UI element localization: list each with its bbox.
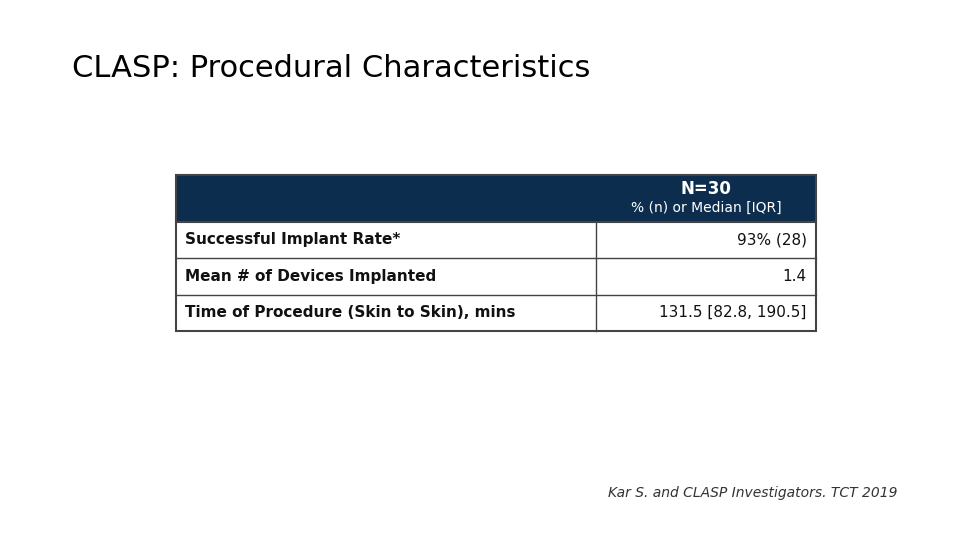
- Text: Time of Procedure (Skin to Skin), mins: Time of Procedure (Skin to Skin), mins: [184, 305, 516, 320]
- Bar: [176, 258, 816, 294]
- Bar: [176, 222, 816, 258]
- Text: Kar S. and CLASP Investigators. TCT 2019: Kar S. and CLASP Investigators. TCT 2019: [608, 485, 898, 500]
- Bar: [176, 175, 816, 331]
- Text: 93% (28): 93% (28): [736, 232, 806, 247]
- Text: N=30: N=30: [681, 180, 732, 198]
- Text: 131.5 [82.8, 190.5]: 131.5 [82.8, 190.5]: [660, 305, 806, 320]
- Bar: [176, 294, 816, 331]
- Bar: [176, 175, 816, 222]
- Text: % (n) or Median [IQR]: % (n) or Median [IQR]: [631, 200, 781, 214]
- Text: CLASP: Procedural Characteristics: CLASP: Procedural Characteristics: [72, 54, 590, 83]
- Text: 1.4: 1.4: [782, 269, 806, 284]
- Text: Mean # of Devices Implanted: Mean # of Devices Implanted: [184, 269, 436, 284]
- Text: Successful Implant Rate*: Successful Implant Rate*: [184, 232, 400, 247]
